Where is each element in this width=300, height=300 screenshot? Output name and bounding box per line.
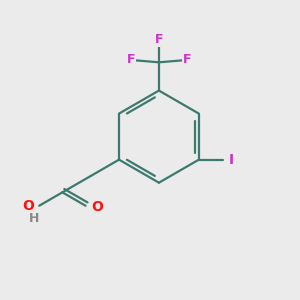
Text: F: F <box>183 53 191 66</box>
Text: O: O <box>92 200 104 214</box>
Text: F: F <box>126 53 135 66</box>
Text: I: I <box>229 153 234 167</box>
Text: O: O <box>22 199 34 213</box>
Text: H: H <box>29 212 39 225</box>
Text: F: F <box>155 33 163 46</box>
